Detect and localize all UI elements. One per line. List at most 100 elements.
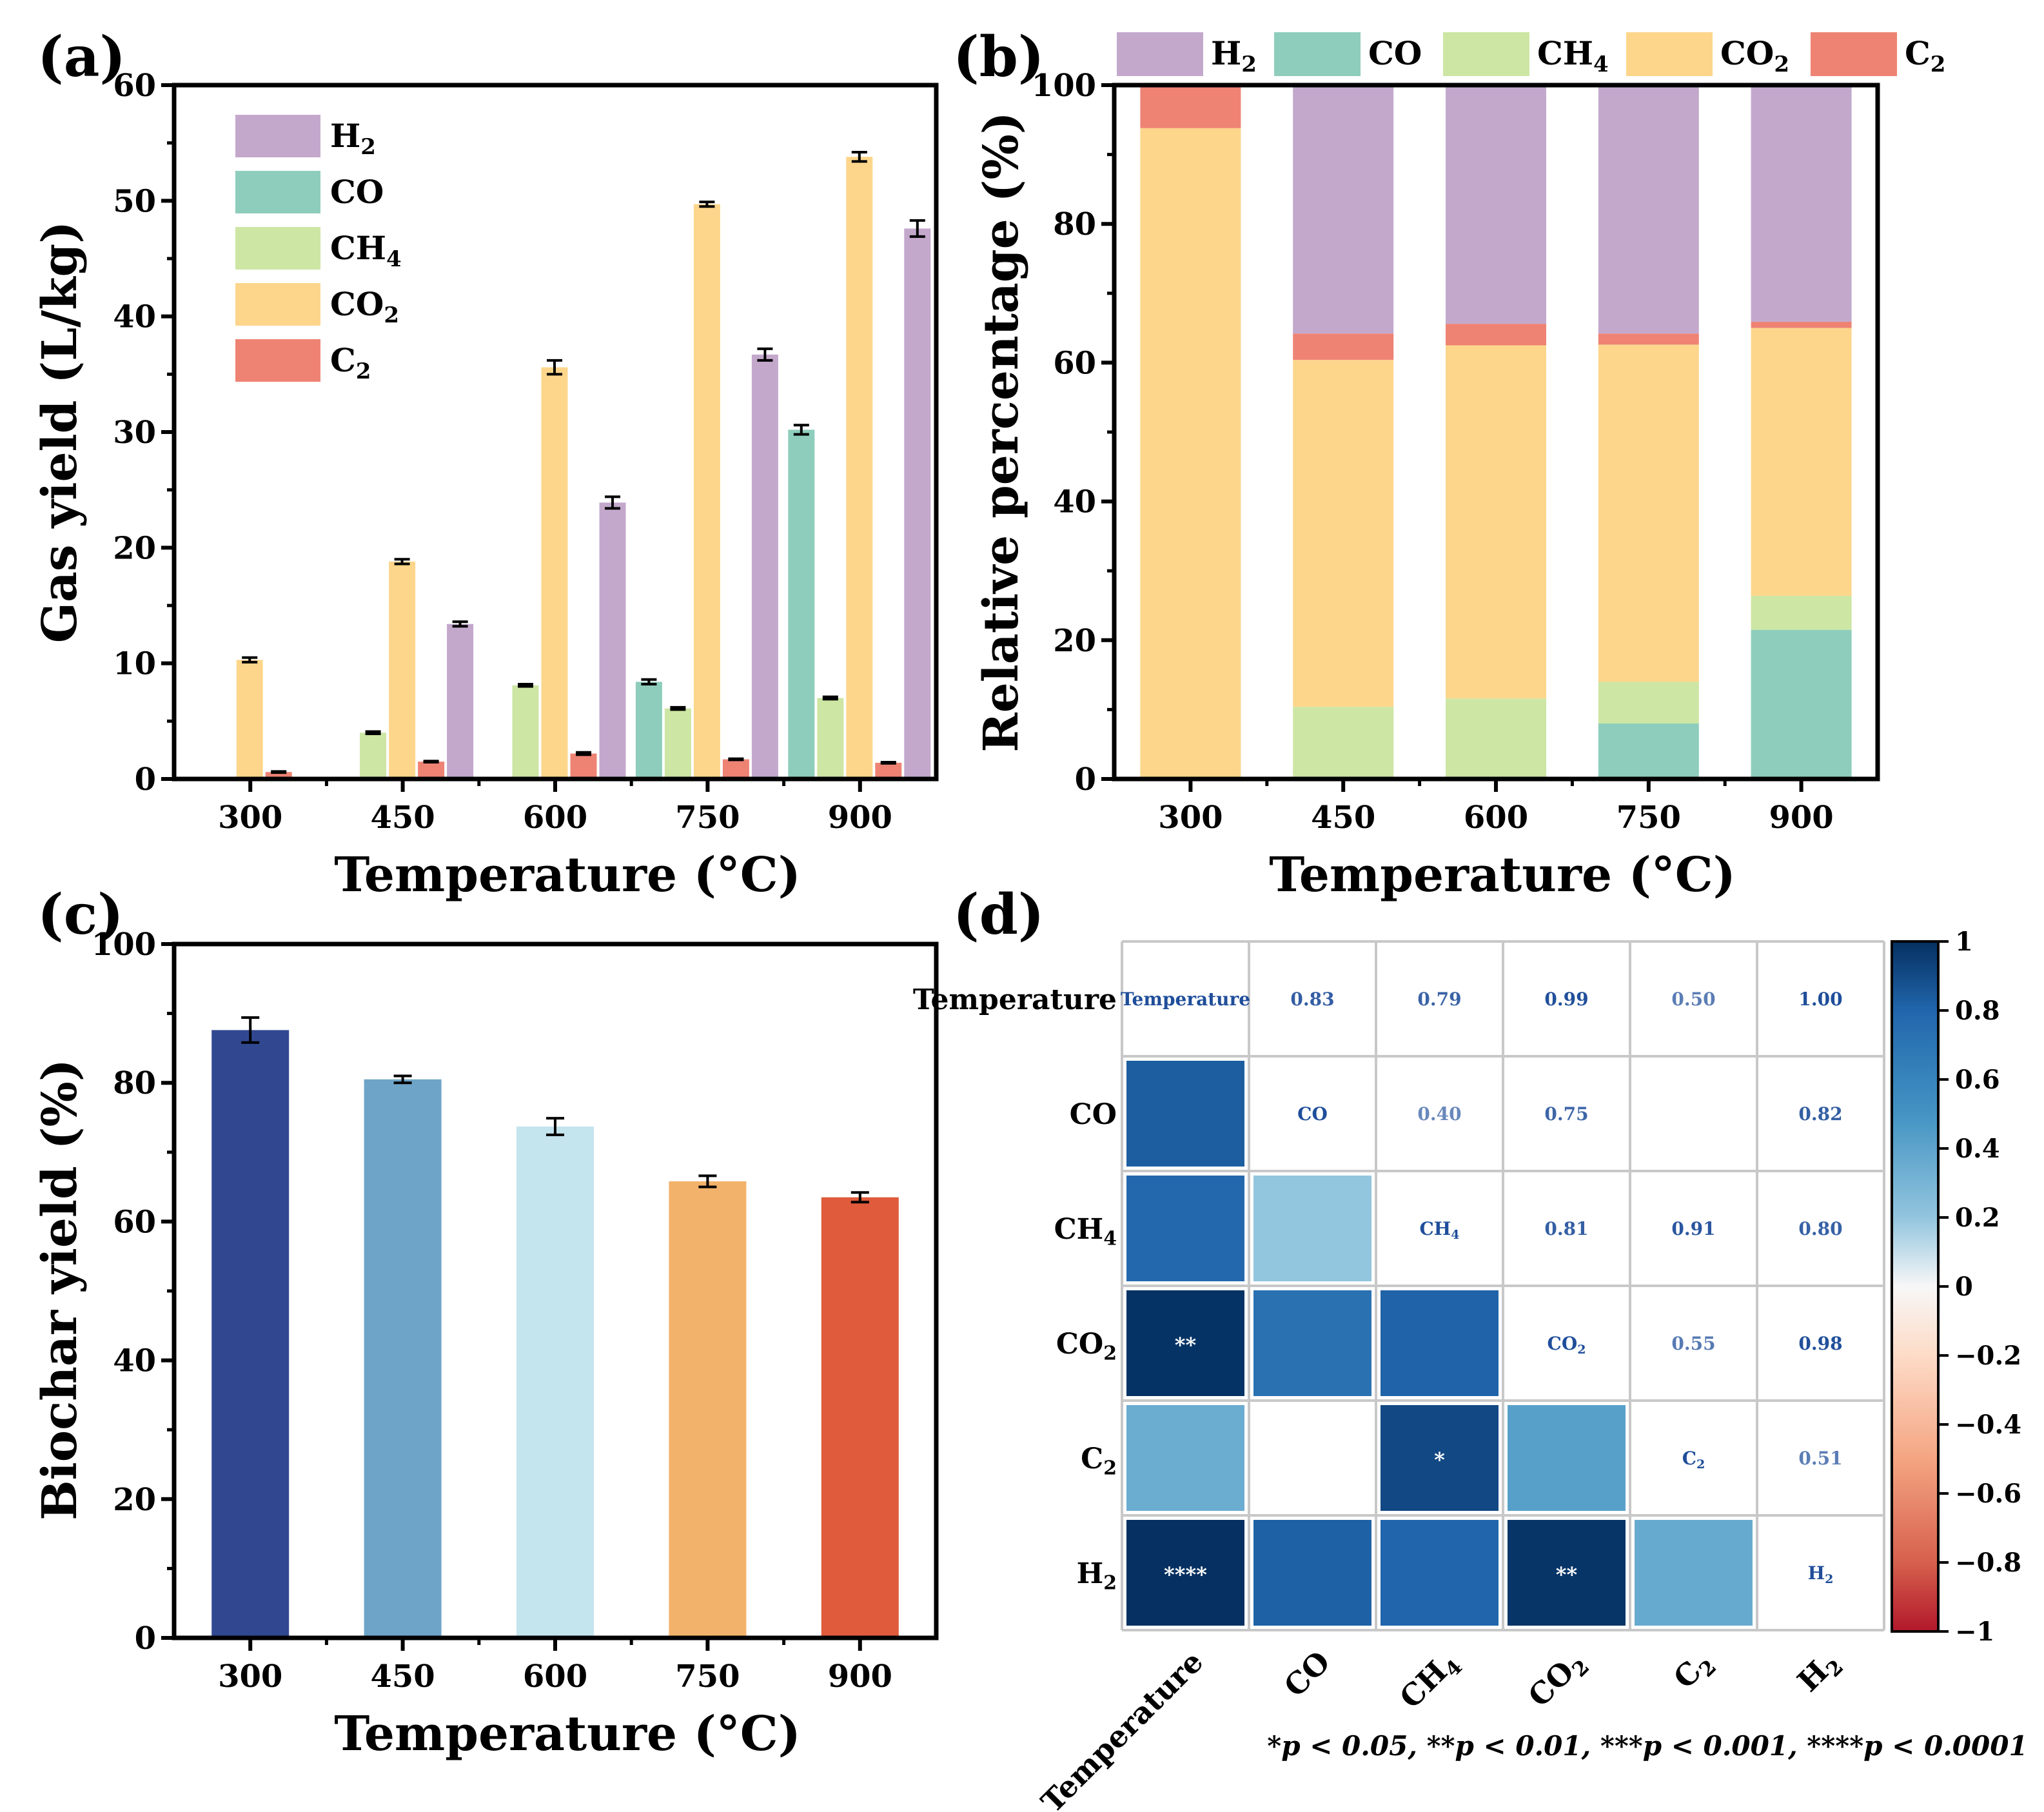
panel-c-ytick-label: 60 (113, 1204, 156, 1240)
panel-c-bars (211, 1016, 899, 1638)
legend-b-swatch-ch4 (1443, 32, 1529, 76)
panel-b-xtick-label: 900 (1769, 800, 1833, 836)
panel-b-y-ticks: 0 20 40 60 80 100 (1032, 68, 1114, 798)
panel-d-column-labels: Temperature CO CH4 CO2 C2 H2 (1034, 1644, 1848, 1812)
panel-a-x-ticks: 300 450 600 750 900 (218, 779, 892, 836)
cell-co-temperature (1126, 1061, 1244, 1167)
value-temperature-h2: 1.00 (1798, 989, 1842, 1010)
panel-c-ytick-label: 40 (113, 1343, 156, 1379)
col-label-group-co2: CO2 (1521, 1654, 1594, 1713)
row-label-temperature: Temperature (913, 983, 1117, 1016)
panel-c-xtick-label: 300 (218, 1659, 282, 1695)
bar-co2-300 (236, 660, 263, 779)
value-ch4-h2: 0.80 (1798, 1218, 1842, 1239)
panel-a-y-ticks: 0 10 20 30 40 50 60 (113, 68, 174, 798)
panel-a-ytick-label: 30 (113, 415, 156, 451)
legend-b-label-co2-main: CO (1720, 34, 1774, 72)
stack-co2-300 (1140, 128, 1241, 779)
legend-b-swatch-h2 (1117, 32, 1203, 76)
bar-ch4-900 (817, 698, 844, 779)
cell-co2-co (1253, 1290, 1371, 1396)
panel-c-xtick-label: 750 (675, 1659, 740, 1695)
row-label-h2: H2 (1077, 1557, 1117, 1595)
panel-b-ytick-label: 0 (1075, 762, 1096, 798)
panel-b-xtick-label: 750 (1617, 800, 1681, 836)
panel-a-bars (236, 151, 931, 780)
panel-b-ytick-label: 20 (1053, 623, 1096, 659)
cell-stars-co2-temperature: ** (1175, 1333, 1197, 1357)
value-co2-c2: 0.55 (1671, 1333, 1715, 1354)
diag-label-co-main: CO (1297, 1103, 1328, 1125)
panel-a-xtick-label: 750 (675, 800, 740, 836)
panel-a-ytick-label: 60 (113, 68, 156, 104)
cell-co2-temperature (1126, 1290, 1244, 1396)
legend-b-label-ch4-main: CH (1537, 34, 1593, 72)
legend-label-ch4-sub: 4 (386, 246, 402, 272)
row-label-co: CO (1070, 1098, 1117, 1131)
legend-label-co-main: CO (330, 173, 384, 211)
row-label-ch4-sub: 4 (1103, 1228, 1117, 1250)
col-label-co: CO (1277, 1644, 1337, 1704)
value-temperature-co2: 0.99 (1544, 989, 1588, 1010)
panel-d-significance-note: *p < 0.05, **p < 0.01, ***p < 0.001, ***… (1267, 1730, 2027, 1762)
col-label-temperature: Temperature (1034, 1644, 1210, 1812)
panel-a-xtick-label: 450 (370, 800, 435, 836)
panel-b-ytick-label: 60 (1053, 345, 1096, 381)
stack-co2-900 (1751, 328, 1852, 596)
col-label-temperature-main: Temperature (1034, 1644, 1210, 1812)
legend-label-co: CO (330, 173, 384, 211)
stack-c2-750 (1598, 333, 1699, 345)
panel-a-letter: (a) (37, 25, 126, 90)
stack-c2-450 (1293, 333, 1394, 360)
stack-c2-600 (1446, 324, 1546, 346)
row-label-c2: C2 (1081, 1443, 1117, 1480)
diag-label-c2: C2 (1682, 1448, 1705, 1472)
stack-ch4-600 (1446, 698, 1546, 779)
diag-label-co2: CO2 (1548, 1333, 1586, 1357)
panel-b-xtick-label: 300 (1158, 800, 1223, 836)
stack-c2-900 (1751, 321, 1852, 328)
panel-d-colorbar: 1 0.8 0.6 0.4 0.2 0 −0.2 −0.4 −0.6 −0.8 −1 (1891, 927, 2021, 1647)
col-label-co-main: CO (1277, 1644, 1337, 1704)
stack-h2-600 (1446, 85, 1546, 324)
bar-co-750 (635, 682, 662, 779)
cell-h2-temperature (1126, 1520, 1244, 1626)
legend-label-co2: CO2 (330, 285, 399, 328)
legend-label-c2-sub: 2 (356, 359, 371, 384)
legend-swatch-ch4 (235, 227, 320, 270)
value-co2-h2: 0.98 (1798, 1333, 1842, 1354)
legend-b-label-c2: C2 (1905, 34, 1945, 77)
panel-b-ytick-label: 100 (1032, 68, 1096, 104)
diag-label-temperature: Temperature (1121, 989, 1250, 1010)
bar-c2-300 (265, 772, 292, 779)
row-label-ch4: CH4 (1054, 1213, 1117, 1250)
bar-biochar-450 (364, 1079, 442, 1638)
value-c2-h2: 0.51 (1798, 1448, 1842, 1469)
bar-h2-600 (599, 502, 626, 779)
colorbar-tick-label: −0.6 (1955, 1479, 2021, 1509)
bar-biochar-600 (516, 1126, 594, 1638)
diag-label-h2-sub: 2 (1825, 1572, 1833, 1586)
panel-c-ytick-label: 20 (113, 1482, 156, 1518)
col-label-group-temperature: Temperature (1034, 1644, 1210, 1812)
legend-b-swatch-c2 (1811, 32, 1897, 76)
colorbar-ticks: 1 0.8 0.6 0.4 0.2 0 −0.2 −0.4 −0.6 −0.8 −1 (1938, 927, 2021, 1647)
value-temperature-c2: 0.50 (1671, 989, 1715, 1010)
panel-c-xtick-label: 450 (370, 1659, 435, 1695)
bar-h2-750 (751, 354, 778, 779)
colorbar-tick-label: −0.4 (1955, 1410, 2021, 1440)
panel-b-xtick-label: 600 (1464, 800, 1528, 836)
panel-c-y-ticks: 0 20 40 60 80 100 (92, 927, 174, 1657)
panel-b-letter: (b) (953, 25, 1045, 90)
stack-ch4-450 (1293, 707, 1394, 779)
bar-co2-900 (846, 157, 873, 780)
legend-b-swatch-co (1274, 32, 1361, 76)
stack-co-750 (1598, 723, 1699, 779)
legend-label-h2: H2 (330, 117, 376, 160)
cell-c2-ch4 (1381, 1405, 1499, 1511)
panel-a-ytick-label: 0 (135, 762, 156, 798)
value-co-ch4: 0.40 (1417, 1103, 1461, 1125)
bar-biochar-900 (821, 1197, 899, 1638)
